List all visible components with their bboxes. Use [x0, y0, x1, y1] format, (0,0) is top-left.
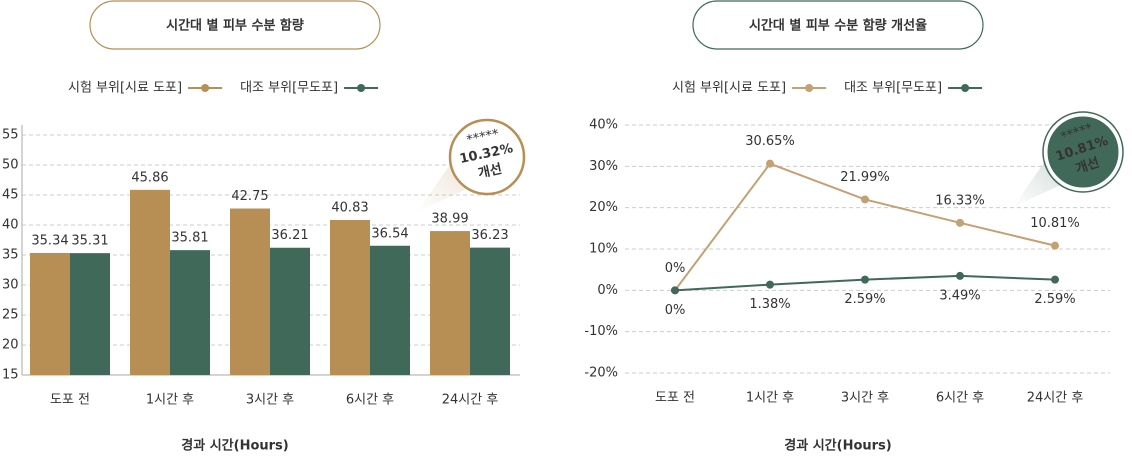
x-tick-label: 24시간 후 — [1027, 391, 1084, 406]
y-tick-label: 10% — [589, 242, 618, 257]
value-label: 36.21 — [271, 228, 308, 243]
y-tick-label: 0% — [597, 283, 618, 298]
y-tick-label: 50 — [2, 158, 19, 173]
bar — [30, 252, 70, 375]
y-tick-label: 20 — [2, 338, 19, 353]
bar — [430, 231, 470, 375]
point — [956, 218, 964, 227]
legend-label: 시험 부위[시료 도포] — [672, 81, 786, 96]
bar — [370, 245, 410, 375]
y-tick-label: -10% — [584, 324, 618, 339]
value-label: 38.99 — [431, 212, 468, 227]
y-tick-label: -20% — [584, 366, 618, 381]
legend-dot — [805, 84, 814, 92]
x-axis-title: 경과 시간(Hours) — [181, 438, 288, 454]
bar — [70, 253, 110, 375]
legend-label: 대조 부위[무도포] — [844, 81, 942, 96]
value-label: 2.59% — [1034, 292, 1075, 307]
y-tick-label: 30 — [2, 278, 19, 293]
legend-dot — [201, 84, 210, 92]
y-tick-label: 25 — [2, 308, 19, 323]
bar — [470, 247, 510, 375]
y-tick-label: 45 — [2, 188, 19, 203]
value-label: 3.49% — [939, 288, 980, 303]
point — [861, 275, 869, 284]
badge-stars: ***** — [465, 127, 500, 149]
value-label: 1.38% — [749, 297, 790, 312]
bar — [230, 208, 270, 375]
y-tick-label: 40% — [589, 118, 618, 133]
legend-label: 시험 부위[시료 도포] — [68, 81, 182, 96]
point — [766, 280, 774, 289]
value-label: 0% — [665, 303, 686, 318]
chart-title: 시간대 별 피부 수분 함량 개선율 — [749, 18, 927, 34]
value-label: 35.31 — [71, 234, 108, 249]
legend-dot — [961, 84, 970, 92]
value-label: 30.65% — [745, 134, 795, 149]
x-tick-label: 3시간 후 — [841, 391, 889, 406]
y-tick-label: 15 — [2, 368, 19, 383]
y-tick-label: 20% — [589, 200, 618, 215]
bar — [130, 189, 170, 375]
x-tick-label: 6시간 후 — [936, 391, 984, 406]
y-tick-label: 35 — [2, 248, 19, 263]
bar — [170, 250, 210, 375]
value-label: 35.34 — [31, 233, 68, 248]
bar — [330, 220, 370, 375]
badge-ring — [1042, 111, 1124, 193]
x-tick-label: 1시간 후 — [146, 393, 194, 408]
x-tick-label: 도포 전 — [50, 393, 90, 408]
badge — [448, 118, 526, 196]
value-label: 2.59% — [844, 292, 885, 307]
x-tick-label: 1시간 후 — [746, 391, 794, 406]
badge-label: 개선 — [1074, 154, 1102, 177]
value-label: 45.86 — [131, 170, 168, 185]
value-label: 21.99% — [840, 170, 890, 185]
value-label: 36.54 — [371, 226, 408, 241]
value-label: 35.81 — [171, 231, 208, 246]
value-label: 40.83 — [331, 201, 368, 216]
badge — [1044, 113, 1122, 191]
point — [1051, 241, 1059, 250]
point — [1051, 275, 1059, 284]
value-label: 16.33% — [935, 193, 985, 208]
title-pill — [89, 0, 381, 50]
value-label: 10.81% — [1030, 216, 1080, 231]
x-tick-label: 도포 전 — [655, 391, 695, 406]
legend-label: 대조 부위[무도포] — [240, 81, 338, 96]
x-tick-label: 6시간 후 — [346, 393, 394, 408]
x-tick-label: 3시간 후 — [246, 393, 294, 408]
x-tick-label: 24시간 후 — [442, 393, 499, 408]
point — [671, 286, 679, 295]
point — [766, 159, 774, 168]
point — [861, 195, 869, 204]
y-tick-label: 55 — [2, 128, 19, 143]
legend-dot — [357, 84, 366, 92]
point — [956, 271, 964, 280]
badge-label: 개선 — [477, 161, 504, 182]
x-axis-title: 경과 시간(Hours) — [784, 438, 891, 454]
bar — [270, 247, 310, 375]
value-label: 42.75 — [231, 189, 268, 204]
y-tick-label: 30% — [589, 159, 618, 174]
value-label: 0% — [665, 261, 686, 276]
title-pill — [692, 0, 984, 50]
chart-title: 시간대 별 피부 수분 함량 — [166, 18, 304, 34]
value-label: 36.23 — [471, 228, 508, 243]
y-tick-label: 40 — [2, 218, 19, 233]
